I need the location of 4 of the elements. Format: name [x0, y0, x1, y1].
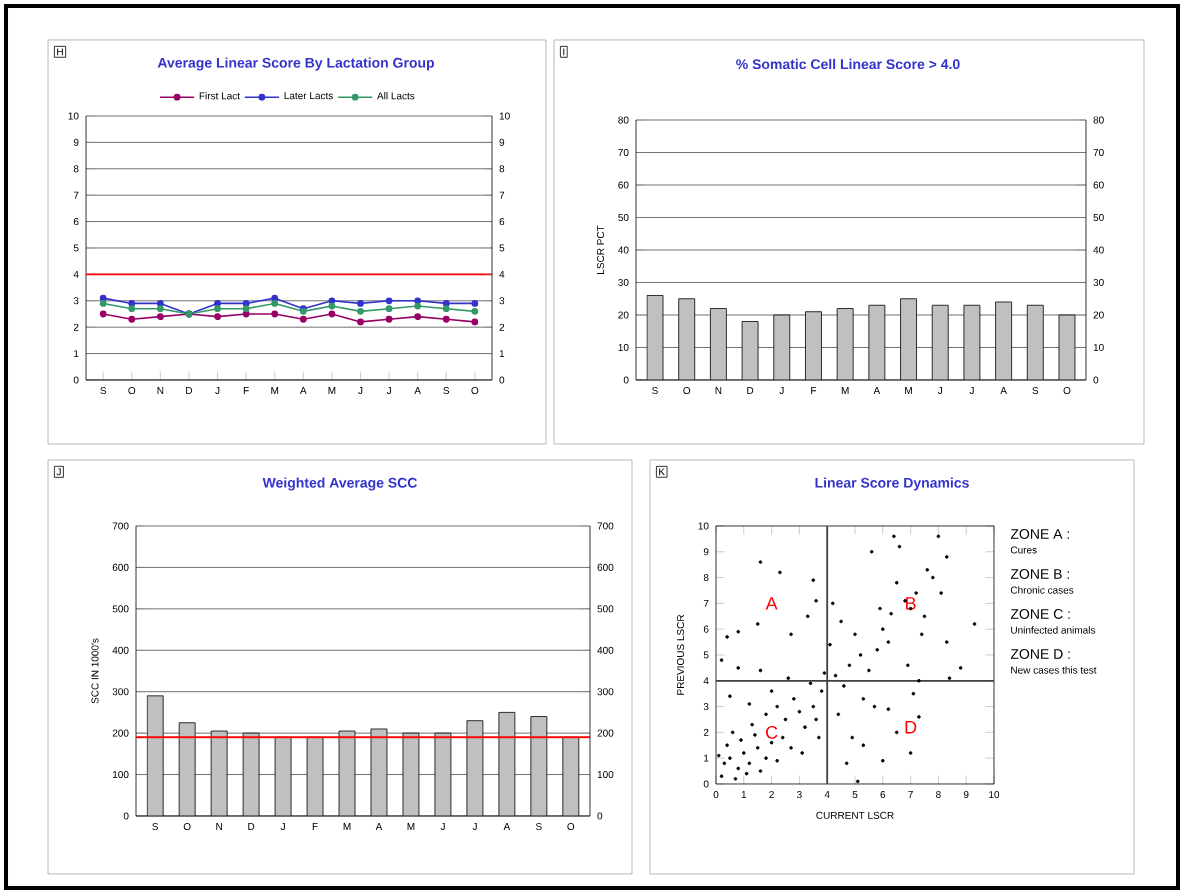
- annotation: B: [906, 597, 916, 610]
- annotation: D: [905, 721, 917, 734]
- annotation: A: [765, 597, 778, 610]
- annotation: C: [766, 725, 778, 739]
